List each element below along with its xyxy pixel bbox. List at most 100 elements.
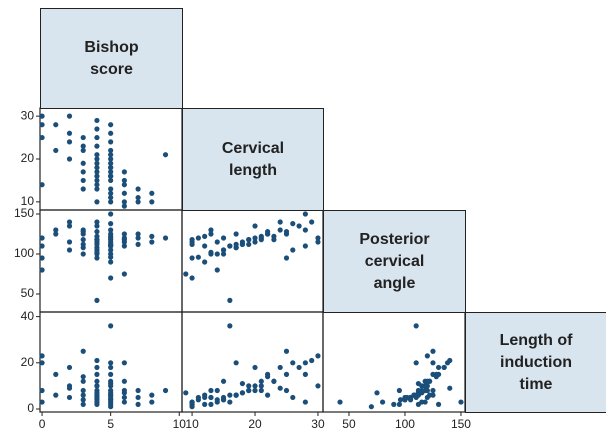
point — [121, 169, 127, 175]
point — [149, 199, 155, 205]
point — [66, 113, 73, 119]
point — [66, 394, 73, 401]
point — [227, 392, 233, 398]
point — [424, 353, 430, 359]
point — [302, 227, 308, 233]
point — [66, 219, 73, 225]
point — [220, 378, 227, 384]
point — [66, 385, 73, 391]
point — [252, 223, 258, 229]
point — [94, 134, 100, 141]
point — [283, 348, 290, 354]
point — [108, 275, 114, 281]
point — [149, 399, 155, 405]
point — [271, 233, 277, 239]
point — [430, 387, 436, 394]
point — [94, 152, 100, 158]
point — [135, 394, 141, 401]
point — [227, 323, 233, 329]
point — [252, 383, 258, 389]
point — [309, 357, 315, 364]
point — [108, 164, 114, 171]
point — [108, 211, 114, 217]
x-tick-label: 10 — [185, 417, 199, 431]
variable-label: Cervical length — [182, 108, 324, 211]
point — [208, 249, 214, 255]
point — [214, 387, 220, 394]
point — [80, 134, 86, 141]
point — [108, 392, 114, 398]
point — [441, 364, 447, 371]
y-tick-label: 40 — [21, 309, 35, 323]
point — [435, 364, 442, 371]
point — [368, 404, 374, 410]
point — [239, 390, 246, 396]
point — [80, 392, 86, 398]
point — [94, 371, 100, 377]
point — [39, 243, 45, 249]
point — [283, 229, 290, 235]
point — [121, 231, 127, 237]
point — [189, 275, 195, 281]
point — [208, 227, 214, 233]
point — [94, 383, 100, 389]
point — [195, 235, 201, 241]
point — [135, 194, 141, 201]
point — [208, 231, 214, 237]
point — [80, 387, 86, 394]
point — [108, 160, 114, 166]
point — [258, 235, 264, 241]
point — [233, 231, 239, 237]
point — [121, 199, 127, 205]
point — [39, 353, 45, 359]
point — [220, 235, 227, 241]
point — [108, 130, 114, 136]
point — [121, 237, 127, 243]
point — [94, 223, 100, 229]
point — [80, 401, 86, 407]
point — [430, 360, 436, 366]
point — [53, 392, 59, 398]
point — [80, 147, 86, 154]
point — [422, 383, 428, 389]
point — [220, 397, 227, 403]
point — [80, 245, 86, 251]
point — [39, 113, 45, 119]
point — [246, 237, 252, 243]
x-tick-label: 10 — [173, 417, 187, 431]
point — [121, 203, 127, 209]
point — [94, 186, 100, 192]
point — [53, 231, 59, 237]
point — [39, 235, 45, 241]
point — [252, 235, 258, 241]
point — [108, 173, 114, 179]
point — [66, 223, 73, 229]
point — [202, 392, 208, 398]
point — [379, 399, 386, 405]
point — [94, 164, 100, 171]
point — [391, 401, 397, 407]
point — [80, 177, 86, 184]
point — [53, 147, 59, 154]
point — [39, 360, 45, 366]
variable-label: Bishop score — [40, 8, 183, 109]
point — [302, 399, 308, 405]
point — [302, 243, 308, 249]
point — [94, 237, 100, 243]
point — [80, 229, 86, 235]
point — [94, 255, 100, 261]
point — [427, 392, 433, 398]
point — [419, 399, 425, 405]
point — [189, 255, 195, 261]
point — [195, 397, 201, 403]
point — [94, 394, 100, 401]
y-tick-label: 30 — [21, 108, 35, 122]
point — [202, 243, 208, 249]
point — [265, 229, 271, 235]
point — [315, 383, 321, 389]
point — [444, 360, 451, 366]
point — [183, 390, 189, 396]
point — [290, 221, 296, 227]
